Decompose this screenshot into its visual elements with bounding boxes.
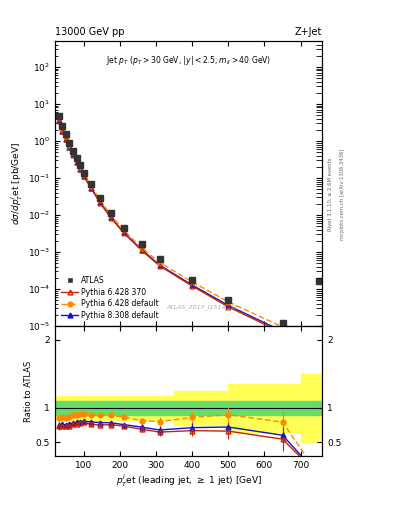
Text: mcplots.cern.ch [arXiv:1306.3436]: mcplots.cern.ch [arXiv:1306.3436] [340,149,345,240]
Text: ATLAS_2017_I1514251: ATLAS_2017_I1514251 [166,305,238,310]
Text: Rivet 3.1.10, ≥ 2.6M events: Rivet 3.1.10, ≥ 2.6M events [328,158,333,231]
Legend: ATLAS, Pythia 6.428 370, Pythia 6.428 default, Pythia 8.308 default: ATLAS, Pythia 6.428 370, Pythia 6.428 de… [59,273,161,322]
Text: 13000 GeV pp: 13000 GeV pp [55,27,125,37]
Text: Jet $p_T$ ($p_T > 30$ GeV, $|y| < 2.5$, $m_{ll} > 40$ GeV): Jet $p_T$ ($p_T > 30$ GeV, $|y| < 2.5$, … [106,54,271,67]
Text: Z+Jet: Z+Jet [295,27,322,37]
Y-axis label: Ratio to ATLAS: Ratio to ATLAS [24,360,33,421]
Y-axis label: $d\sigma/dp_T^{j}$et [pb/GeV]: $d\sigma/dp_T^{j}$et [pb/GeV] [9,142,25,225]
X-axis label: $p_T^{j}$et (leading jet, $\geq$ 1 jet) [GeV]: $p_T^{j}$et (leading jet, $\geq$ 1 jet) … [116,472,262,488]
